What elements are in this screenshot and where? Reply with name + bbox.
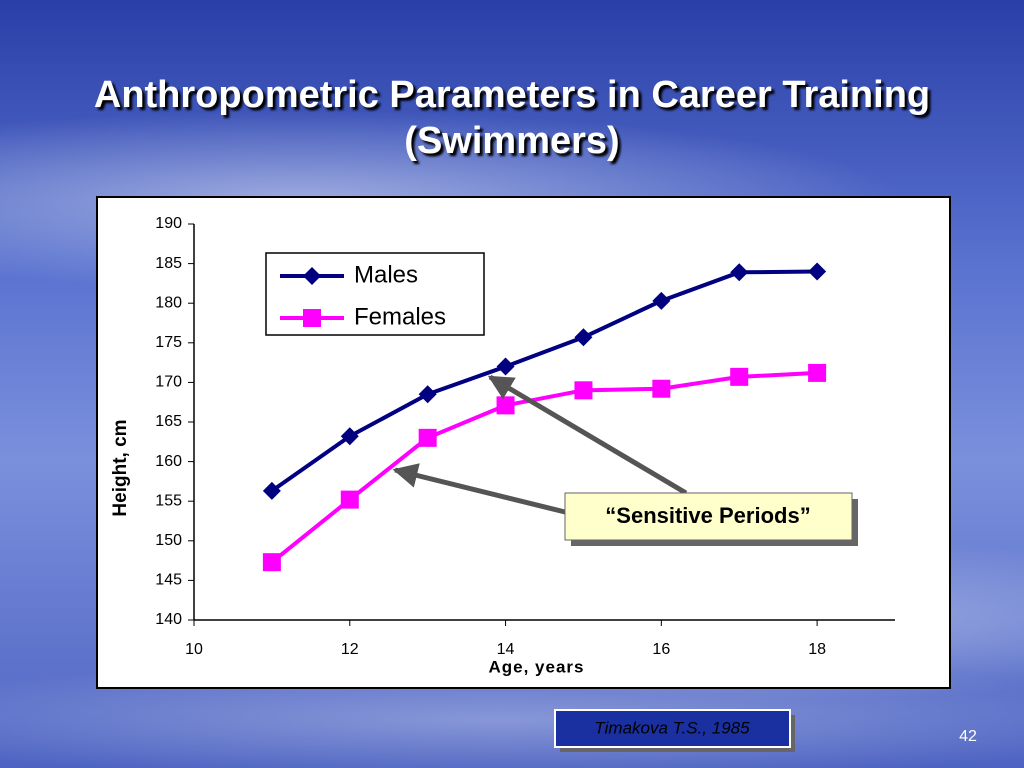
y-tick-label: 140 xyxy=(155,611,182,628)
data-point xyxy=(652,379,671,398)
y-tick-label: 145 xyxy=(155,572,182,589)
data-point xyxy=(808,262,827,281)
legend-label: Females xyxy=(354,303,446,330)
series-line xyxy=(270,370,818,564)
data-point xyxy=(340,427,359,446)
x-tick-label: 18 xyxy=(808,641,826,658)
annotation-box xyxy=(564,492,853,541)
data-point xyxy=(418,385,437,404)
y-tick-label: 180 xyxy=(155,294,182,311)
chart-frame xyxy=(96,196,951,689)
legend-box xyxy=(265,252,485,336)
slide-title: Anthropometric Parameters in Career Trai… xyxy=(93,74,931,162)
x-axis-label: Age, years xyxy=(489,657,585,676)
data-point xyxy=(496,357,515,376)
arrow xyxy=(392,463,566,515)
data-point xyxy=(262,481,281,500)
legend-marker xyxy=(303,309,321,327)
annotation: “Sensitive Periods” xyxy=(605,503,810,528)
legend-marker xyxy=(303,267,321,285)
data-point xyxy=(418,428,437,447)
y-axis-label: Height, cm xyxy=(110,419,131,516)
y-tick-label: 175 xyxy=(155,334,182,351)
x-tick-label: 10 xyxy=(185,641,203,658)
arrow xyxy=(487,374,688,496)
y-tick-label: 150 xyxy=(155,532,182,549)
data-point xyxy=(652,291,671,310)
source: Timakova T.S., 1985 xyxy=(594,718,750,737)
source-box xyxy=(554,709,791,748)
data-point xyxy=(496,396,515,415)
y-tick-label: 155 xyxy=(155,492,182,509)
y-tick-label: 185 xyxy=(155,255,182,272)
data-point xyxy=(730,367,749,386)
y-tick-label: 160 xyxy=(155,453,182,470)
series-line xyxy=(270,269,818,493)
x-tick-label: 14 xyxy=(497,641,515,658)
legend-label: Males xyxy=(354,261,418,288)
y-tick-label: 170 xyxy=(155,374,182,391)
y-tick-label: 165 xyxy=(155,413,182,430)
page-number: 42 xyxy=(959,728,977,745)
y-tick-label: 190 xyxy=(155,215,182,232)
x-tick-label: 16 xyxy=(652,641,670,658)
data-point xyxy=(262,553,281,572)
title-box: Anthropometric Parameters in Career Trai… xyxy=(93,74,931,162)
x-tick-label: 12 xyxy=(341,641,359,658)
data-point xyxy=(808,363,827,382)
data-point xyxy=(574,381,593,400)
data-point xyxy=(574,328,593,347)
data-point xyxy=(340,490,359,509)
data-point xyxy=(730,263,749,282)
